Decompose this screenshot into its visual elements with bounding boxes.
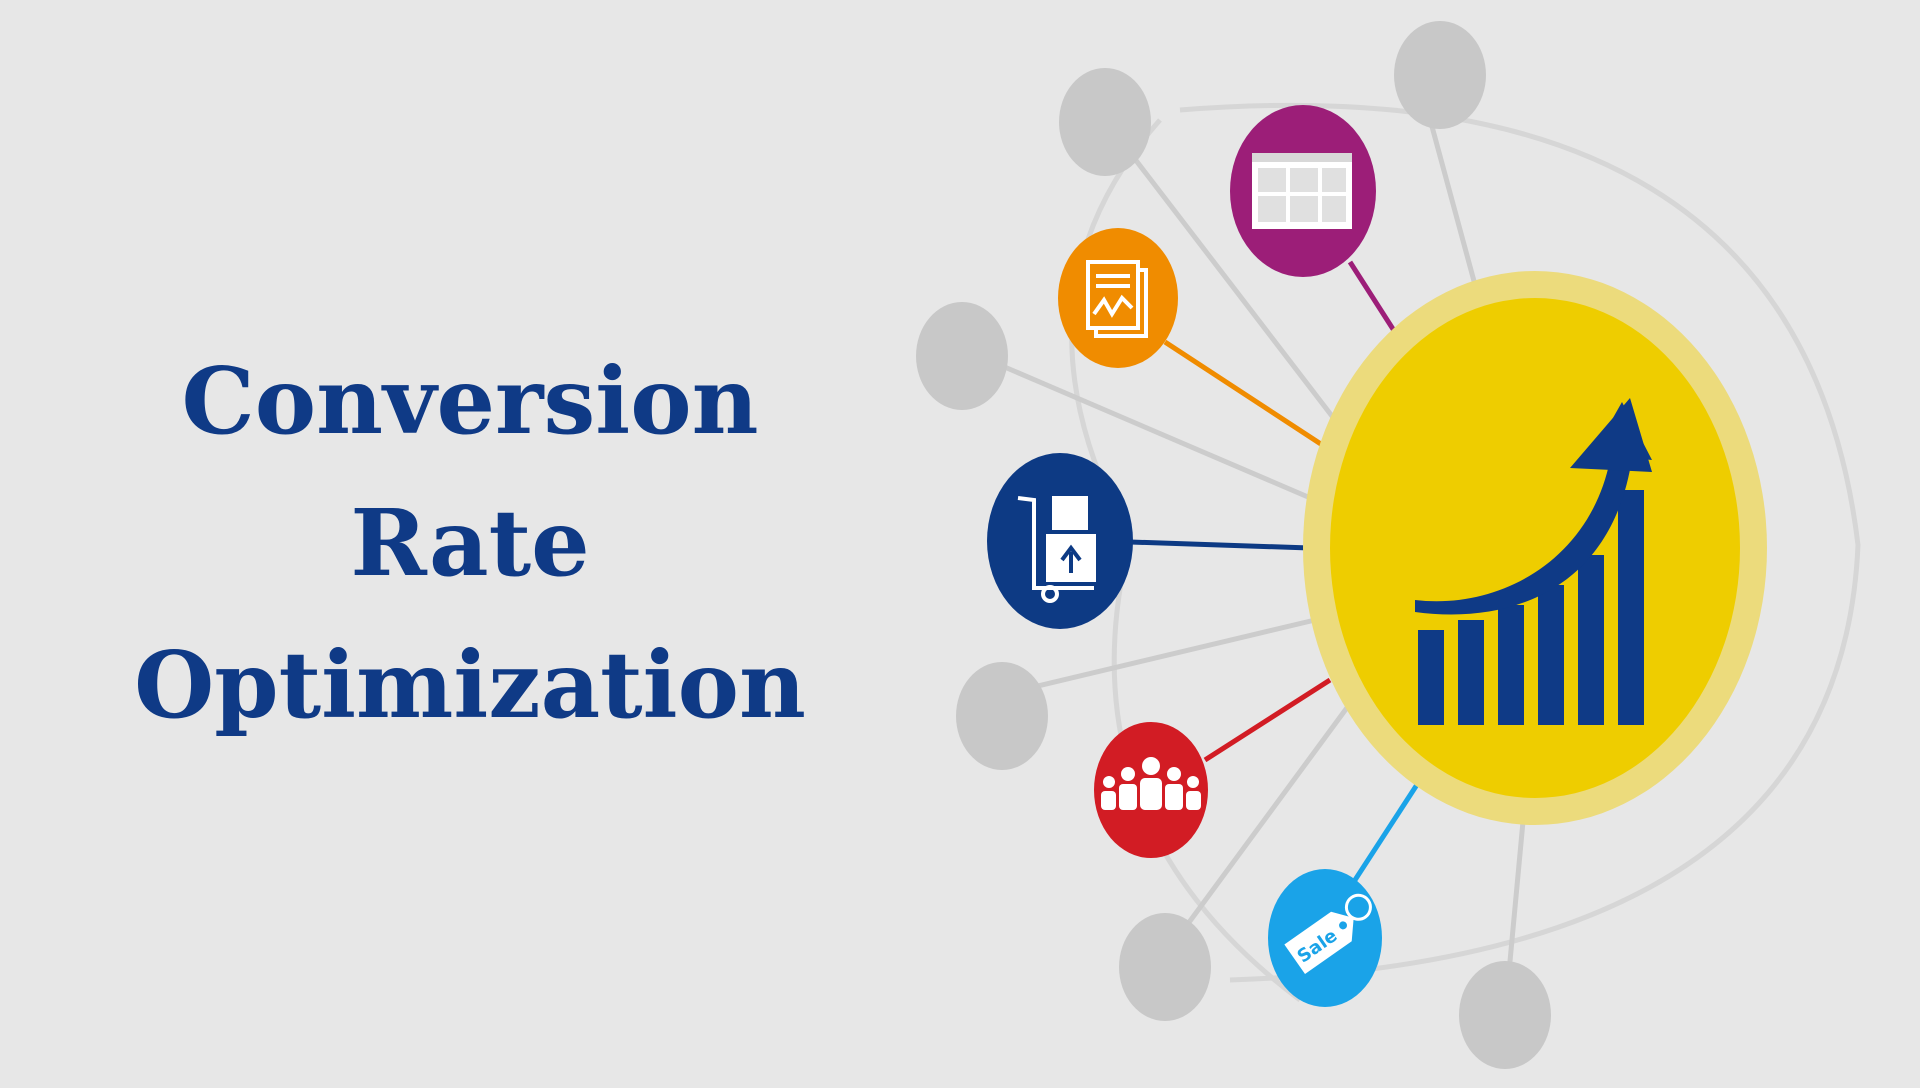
grey-node bbox=[916, 302, 1008, 410]
report-node bbox=[1058, 228, 1178, 368]
title-line-rate: Rate bbox=[350, 489, 590, 597]
title-line-conversion: Conversion bbox=[181, 347, 759, 455]
audience-group-icon bbox=[1101, 757, 1201, 810]
grey-nodes bbox=[916, 21, 1551, 1069]
audience-node bbox=[1094, 722, 1208, 858]
grey-node bbox=[1119, 913, 1211, 1021]
web-page-icon bbox=[1252, 153, 1352, 229]
colored-connectors bbox=[1129, 260, 1423, 882]
grey-node bbox=[1059, 68, 1151, 176]
page-title: Conversion Rate Optimization bbox=[90, 330, 850, 756]
delivery-trolley-icon bbox=[1017, 496, 1096, 603]
grey-node bbox=[1394, 21, 1486, 129]
report-document-icon bbox=[1086, 260, 1148, 338]
title-line-optimization: Optimization bbox=[134, 631, 806, 739]
grey-node bbox=[956, 662, 1048, 770]
web-page-node bbox=[1230, 105, 1376, 277]
sale-node: Sale bbox=[1268, 869, 1382, 1007]
grey-node bbox=[1459, 961, 1551, 1069]
growth-chart-icon bbox=[1415, 398, 1652, 725]
hub bbox=[1303, 271, 1767, 825]
delivery-node bbox=[987, 453, 1133, 629]
